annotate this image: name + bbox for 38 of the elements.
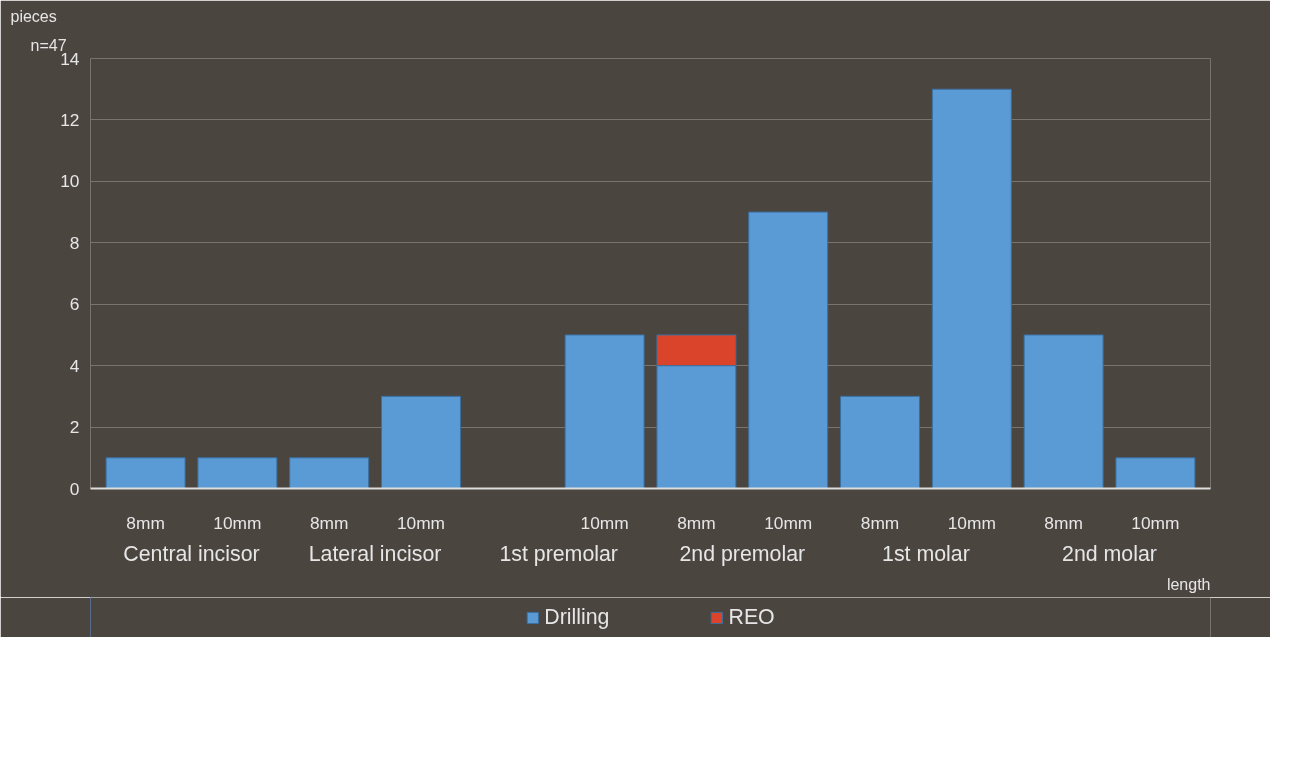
y-tick-label: 2 <box>69 417 80 438</box>
x-tick-label: 10mm <box>947 512 996 533</box>
x-tick-label: 10mm <box>764 512 813 533</box>
y-tick-label: 8 <box>69 232 80 253</box>
bar <box>1023 334 1104 489</box>
bar <box>931 88 1012 489</box>
y-tick-label: 12 <box>60 109 80 130</box>
text: 1st molar <box>882 541 970 566</box>
x-axis-title: length <box>1166 575 1211 593</box>
bar <box>381 395 461 489</box>
x-tick-label: 8mm <box>1044 512 1083 533</box>
x-tick-label: 8mm <box>677 512 716 533</box>
text: 2nd premolar <box>679 541 806 566</box>
legend-label: REO <box>728 604 775 630</box>
text: Central incisor <box>123 541 260 566</box>
y-tick-label: 4 <box>69 355 80 376</box>
text: 2nd molar <box>1062 541 1157 566</box>
x-tick-label: 10mm <box>213 512 262 533</box>
x-tick-label: 8mm <box>860 512 900 533</box>
x-tick-label: 8mm <box>309 512 349 533</box>
bar <box>1115 457 1196 489</box>
bar <box>289 457 370 489</box>
bar <box>564 334 645 489</box>
y-tick-label: 0 <box>69 478 80 499</box>
x-tick-label: 10mm <box>1131 512 1180 533</box>
x-tick-label: 8mm <box>126 512 165 533</box>
x-tick-label: 10mm <box>396 512 446 533</box>
bar <box>840 395 920 489</box>
y-tick-label: 10 <box>60 171 80 192</box>
x-tick-label: 10mm <box>580 512 629 533</box>
y-tick-label: 6 <box>69 294 80 315</box>
text: 1st premolar <box>499 541 618 566</box>
text: Lateral incisor <box>308 541 442 566</box>
bar <box>748 211 829 489</box>
legend-label: Drilling <box>544 604 610 630</box>
bar <box>197 457 278 489</box>
y-axis-title: pieces <box>10 7 57 25</box>
bar <box>105 457 186 489</box>
